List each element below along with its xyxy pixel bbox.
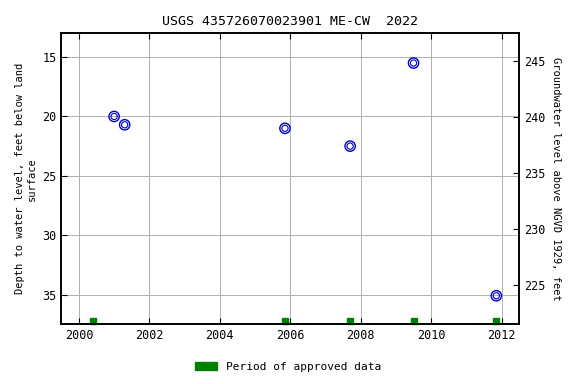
Point	[281, 125, 290, 131]
Y-axis label: Groundwater level above NGVD 1929, feet: Groundwater level above NGVD 1929, feet	[551, 57, 561, 301]
Point	[109, 113, 119, 119]
Y-axis label: Depth to water level, feet below land
surface: Depth to water level, feet below land su…	[15, 63, 37, 295]
Title: USGS 435726070023901 ME-CW  2022: USGS 435726070023901 ME-CW 2022	[162, 15, 418, 28]
Point	[409, 60, 418, 66]
Point	[492, 293, 501, 299]
Point	[346, 143, 355, 149]
Legend: Period of approved data: Period of approved data	[191, 358, 385, 377]
Point	[120, 122, 129, 128]
Point	[109, 113, 119, 119]
Point	[120, 122, 129, 128]
Point	[281, 125, 290, 131]
Point	[492, 293, 501, 299]
Point	[346, 143, 355, 149]
Point	[409, 60, 418, 66]
